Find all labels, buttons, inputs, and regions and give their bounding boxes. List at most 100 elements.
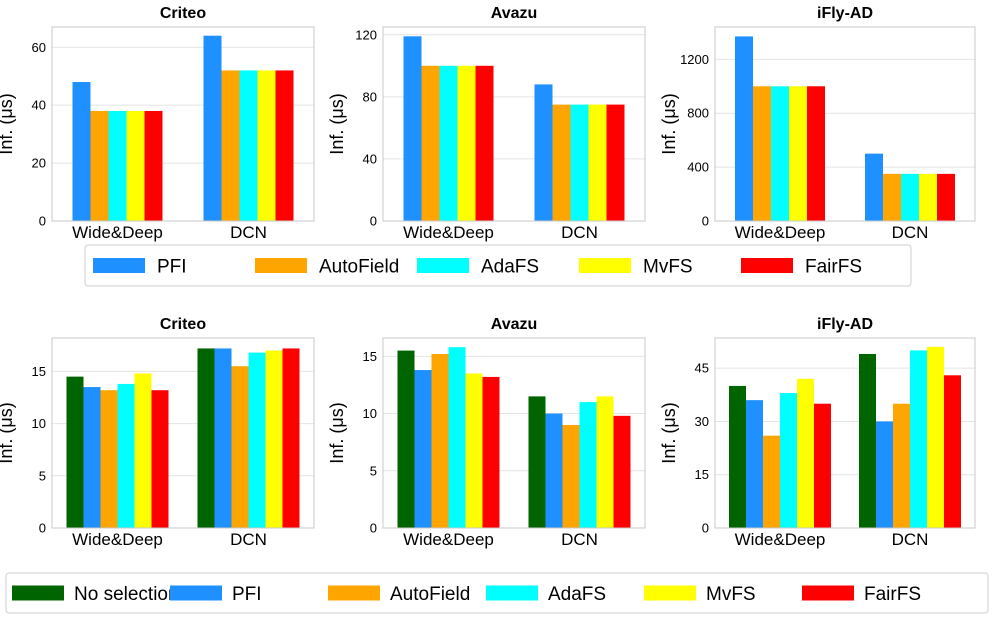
y-tick-label: 40: [32, 98, 46, 113]
axes-frame: [51, 26, 315, 222]
chart-title: Avazu: [491, 5, 538, 22]
bar-fairfs-dcn: [282, 348, 300, 528]
x-tick-label: Wide&Deep: [72, 530, 163, 549]
bar-adafs-dcn: [570, 104, 589, 221]
bar-autofield-wide-deep: [431, 354, 449, 528]
legend-swatch-no-selection: [12, 585, 64, 601]
y-axis-label: Inf. (μs): [0, 402, 16, 463]
y-tick-label: 400: [687, 160, 709, 175]
bar-no-selection-dcn: [197, 348, 215, 528]
bar-pfi-dcn: [214, 348, 232, 528]
bar-pfi-wide-deep: [746, 400, 763, 528]
legend-swatch-fairfs: [802, 585, 854, 601]
legend-swatch-autofield: [328, 585, 380, 601]
bar-pfi-wide-deep: [83, 387, 101, 528]
bar-no-selection-wide-deep: [729, 385, 746, 528]
y-tick-label: 80: [363, 89, 377, 104]
chart-2-avazu: 0 40 80 120 Wide&Deep DCN Avazu Inf. (μs): [327, 5, 646, 242]
bar-no-selection-dcn: [528, 396, 546, 528]
bar-pfi-dcn: [545, 413, 563, 528]
bar-mvfs-dcn: [588, 104, 607, 221]
bar-adafs-dcn: [910, 350, 927, 528]
bar-fairfs-dcn: [606, 104, 625, 221]
bar-mvfs-wide-deep: [789, 86, 807, 222]
bar-pfi-dcn: [534, 84, 553, 221]
bar-autofield-dcn: [562, 424, 580, 528]
x-tick-label: Wide&Deep: [72, 223, 163, 242]
bar-pfi-wide-deep: [72, 82, 91, 221]
bar-fairfs-dcn: [275, 70, 294, 222]
legend-label-fairfs: FairFS: [805, 257, 862, 278]
x-tick-label: DCN: [230, 530, 267, 549]
y-tick-label: 0: [370, 521, 377, 536]
y-axis-label: Inf. (μs): [327, 93, 347, 154]
bar-adafs-dcn: [248, 352, 266, 528]
bar-pfi-wide-deep: [414, 370, 432, 528]
bar-adafs-dcn: [901, 173, 919, 221]
x-tick-label: DCN: [230, 223, 267, 242]
x-tick-label: DCN: [561, 223, 598, 242]
chart-title: Criteo: [160, 316, 206, 333]
bar-fairfs-wide-deep: [144, 110, 163, 221]
y-tick-label: 45: [695, 361, 709, 376]
y-axis-label: Inf. (μs): [659, 93, 679, 154]
bar-mvfs-dcn: [919, 173, 937, 221]
chart-6-ifly-ad: 0 15 30 45 Wide&Deep DCN iFly-AD Inf. (μs): [659, 316, 976, 549]
y-tick-label: 20: [32, 156, 46, 171]
bar-fairfs-dcn: [613, 415, 631, 528]
bar-adafs-wide-deep: [780, 393, 797, 528]
bar-autofield-wide-deep: [753, 86, 771, 222]
legend-label-autofield: AutoField: [390, 584, 470, 605]
legend-label-fairfs: FairFS: [864, 584, 921, 605]
chart-title: iFly-AD: [817, 316, 873, 333]
bar-autofield-wide-deep: [90, 110, 109, 221]
x-tick-label: Wide&Deep: [403, 223, 494, 242]
legend-swatch-mvfs: [579, 258, 631, 273]
bar-mvfs-dcn: [596, 396, 614, 528]
y-tick-label: 5: [39, 468, 46, 483]
axes-frame: [714, 26, 976, 222]
y-tick-label: 15: [695, 467, 709, 482]
bar-mvfs-wide-deep: [134, 373, 152, 528]
bar-adafs-wide-deep: [771, 86, 789, 222]
chart-5-avazu: 0 5 10 15 Wide&Deep DCN Avazu Inf. (μs): [327, 316, 646, 549]
charts-group: 0 20 40 60 Wide&Deep DCN Criteo Inf. (μs) 0 40 80 1…: [0, 5, 976, 549]
bar-autofield-wide-deep: [100, 390, 118, 528]
y-tick-label: 0: [702, 521, 709, 536]
x-tick-label: DCN: [561, 530, 598, 549]
y-axis-label: Inf. (μs): [327, 402, 347, 463]
x-tick-label: DCN: [892, 530, 929, 549]
bar-pfi-dcn: [865, 153, 883, 221]
y-tick-label: 15: [32, 364, 46, 379]
y-axis-label: Inf. (μs): [0, 93, 16, 154]
legends-group: PFI AutoField AdaFS MvFS FairFS No selection P…: [5, 244, 989, 614]
bar-adafs-wide-deep: [108, 110, 127, 221]
y-tick-label: 10: [363, 406, 377, 421]
legend-swatch-pfi: [93, 258, 145, 273]
bar-pfi-wide-deep: [403, 36, 422, 222]
y-tick-label: 15: [363, 349, 377, 364]
bar-fairfs-wide-deep: [482, 376, 500, 528]
bar-autofield-dcn: [552, 104, 571, 221]
bar-adafs-wide-deep: [439, 65, 458, 221]
legend-swatch-mvfs: [644, 585, 696, 601]
chart-1-criteo: 0 20 40 60 Wide&Deep DCN Criteo Inf. (μs): [0, 5, 315, 242]
bar-no-selection-wide-deep: [66, 376, 84, 528]
bar-autofield-dcn: [221, 70, 240, 222]
bar-mvfs-dcn: [257, 70, 276, 222]
y-tick-label: 0: [39, 214, 46, 229]
bar-mvfs-wide-deep: [457, 65, 476, 221]
bar-fairfs-wide-deep: [807, 86, 825, 222]
axes-frame: [382, 26, 646, 222]
bar-autofield-dcn: [231, 366, 249, 528]
chart-3-ifly-ad: 0 400 800 1200 Wide&Deep DCN iFly-AD Inf. (μs): [659, 5, 976, 242]
bar-no-selection-wide-deep: [397, 350, 415, 528]
bar-fairfs-wide-deep: [151, 390, 169, 528]
legend-label-autofield: AutoField: [319, 257, 399, 278]
legend-2: No selection PFI AutoField AdaFS MvFS FairFS: [5, 572, 989, 614]
y-tick-label: 800: [687, 106, 709, 121]
chart-title: Criteo: [160, 5, 206, 22]
legend-label-pfi: PFI: [157, 257, 187, 278]
legend-swatch-pfi: [170, 585, 222, 601]
